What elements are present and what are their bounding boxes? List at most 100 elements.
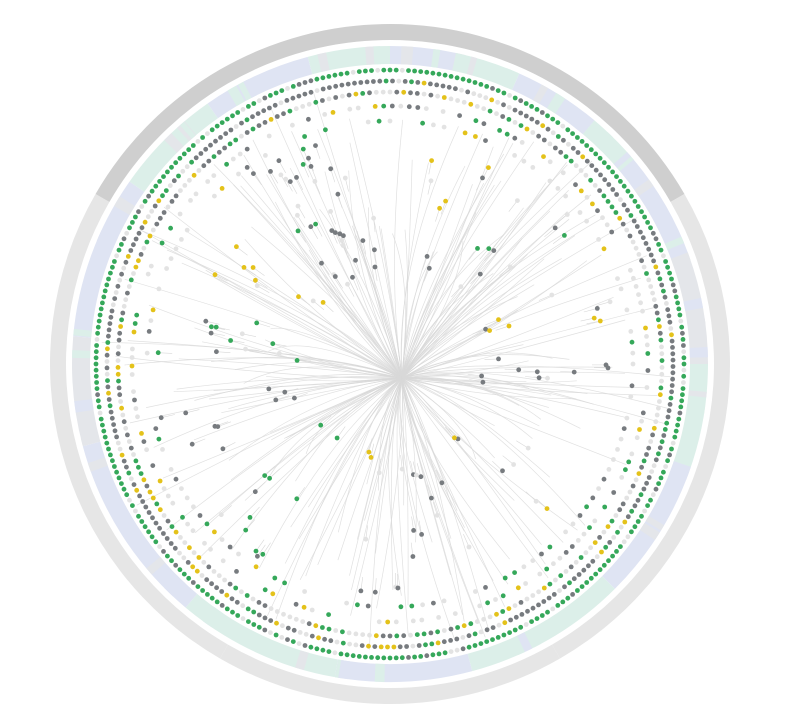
- leaf-node: [610, 187, 616, 192]
- tree-branch: [200, 377, 403, 557]
- tree-branch: [401, 377, 577, 400]
- inner-node: [395, 585, 401, 591]
- tree-branch: [401, 372, 594, 405]
- leaf-node: [244, 165, 250, 170]
- leaf-node: [624, 495, 630, 501]
- leaf-node: [551, 592, 557, 597]
- leaf-node: [442, 650, 448, 656]
- leaf-node: [625, 207, 630, 213]
- leaf-node: [659, 439, 665, 445]
- leaf-node: [385, 619, 391, 625]
- leaf-node: [281, 111, 286, 117]
- leaf-node: [381, 103, 387, 109]
- leaf-node: [173, 246, 179, 252]
- leaf-node: [431, 122, 436, 128]
- leaf-node: [256, 600, 262, 605]
- leaf-node: [661, 288, 666, 294]
- tree-branch: [258, 377, 403, 569]
- inner-node: [418, 474, 424, 480]
- leaf-node: [667, 452, 672, 458]
- leaf-node: [393, 655, 399, 661]
- leaf-node: [359, 643, 365, 648]
- leaf-node: [630, 361, 636, 367]
- leaf-node: [150, 227, 156, 233]
- leaf-node: [387, 89, 393, 95]
- leaf-node: [233, 124, 239, 129]
- leaf-node: [116, 344, 121, 350]
- leaf-node: [568, 158, 574, 164]
- tree-branch: [401, 251, 475, 379]
- leaf-node: [112, 259, 117, 264]
- annotation-band-segment: [390, 46, 457, 71]
- leaf-node: [115, 283, 121, 289]
- leaf-node: [605, 199, 611, 204]
- leaf-node: [602, 177, 608, 183]
- leaf-node: [515, 585, 521, 591]
- leaf-node: [161, 549, 166, 554]
- leaf-node: [108, 270, 113, 276]
- leaf-node: [355, 602, 360, 608]
- leaf-node: [598, 172, 603, 178]
- leaf-node: [512, 135, 518, 141]
- leaf-node: [661, 433, 667, 438]
- leaf-node: [235, 613, 241, 618]
- leaf-node: [493, 597, 498, 602]
- inner-node: [525, 445, 531, 451]
- leaf-node: [339, 82, 345, 88]
- leaf-node: [555, 120, 561, 125]
- leaf-node: [373, 89, 379, 95]
- leaf-node: [200, 588, 206, 593]
- leaf-node: [165, 493, 171, 499]
- leaf-node: [106, 446, 111, 452]
- leaf-node: [401, 89, 407, 95]
- leaf-node: [287, 108, 293, 114]
- leaf-node: [119, 242, 124, 247]
- leaf-node: [224, 606, 230, 612]
- inner-node: [549, 292, 555, 298]
- leaf-node: [145, 271, 151, 277]
- leaf-node: [563, 550, 569, 555]
- leaf-node: [620, 221, 626, 227]
- leaf-node: [648, 497, 653, 503]
- leaf-node: [677, 312, 683, 318]
- tree-branch: [264, 339, 403, 379]
- inner-node: [155, 350, 161, 356]
- leaf-node: [104, 282, 110, 288]
- leaf-node: [656, 242, 661, 247]
- leaf-node: [584, 580, 590, 585]
- leaf-node: [106, 397, 112, 402]
- tree-branch: [401, 377, 542, 420]
- leaf-node: [490, 625, 496, 630]
- annotation-band-stripe: [515, 632, 533, 653]
- leaf-node: [97, 312, 103, 318]
- leaf-node: [593, 151, 599, 157]
- leaf-node: [615, 276, 620, 281]
- inner-node: [340, 243, 346, 249]
- inner-node: [334, 435, 340, 441]
- inner-node: [536, 375, 542, 381]
- leaf-node: [487, 614, 493, 620]
- leaf-node: [135, 414, 140, 420]
- leaf-node: [560, 599, 566, 605]
- tree-branch: [243, 366, 403, 384]
- leaf-node: [412, 68, 417, 74]
- leaf-node: [161, 513, 167, 518]
- inner-node: [312, 179, 318, 184]
- leaf-node: [272, 102, 278, 108]
- inner-node: [339, 238, 345, 243]
- leaf-node: [267, 105, 272, 111]
- leaf-node: [128, 248, 134, 253]
- leaf-node: [428, 81, 433, 87]
- leaf-node: [409, 79, 414, 85]
- inner-node: [477, 271, 483, 277]
- leaf-node: [123, 425, 129, 431]
- leaf-node: [124, 492, 130, 498]
- leaf-node: [173, 193, 179, 199]
- inner-node: [268, 169, 273, 174]
- leaf-node: [478, 629, 484, 635]
- leaf-node: [679, 398, 685, 404]
- leaf-node: [154, 221, 160, 227]
- inner-node: [341, 233, 346, 239]
- leaf-node: [490, 86, 495, 91]
